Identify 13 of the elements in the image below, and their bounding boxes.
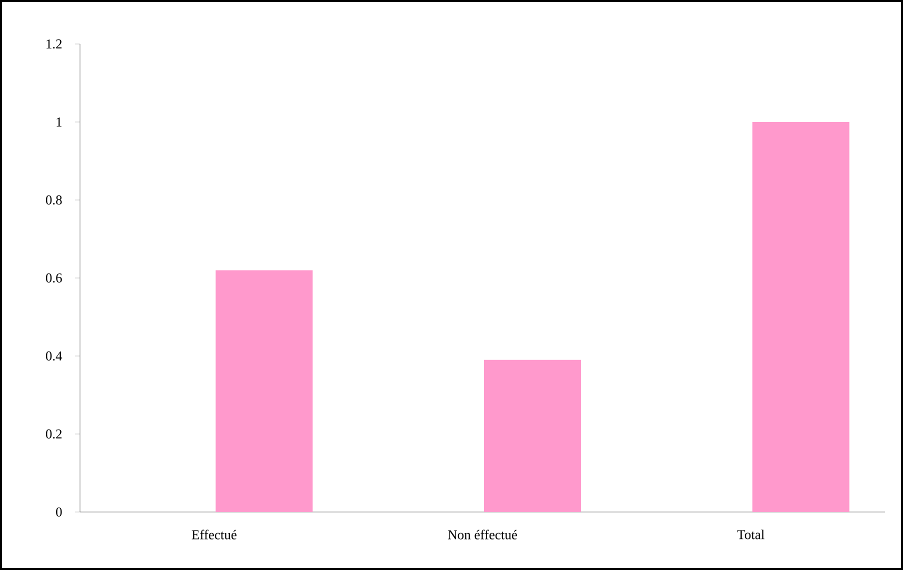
x-tick-label: Effectué [192,530,236,540]
y-tick-label: 1.2 [46,39,62,49]
y-tick-label: 1 [56,118,62,126]
y-tick-label: 0.6 [46,273,62,283]
x-tick-label: Non éffectué [448,530,517,540]
y-tick-label: 0.4 [46,351,62,361]
y-tick-label: 0.8 [46,195,62,205]
y-tick-label: 0.2 [46,429,62,439]
bar [484,360,582,512]
bar [216,270,313,512]
x-tick-label: Total [737,530,764,540]
bar [752,122,850,512]
y-tick-label: 0 [56,507,62,517]
